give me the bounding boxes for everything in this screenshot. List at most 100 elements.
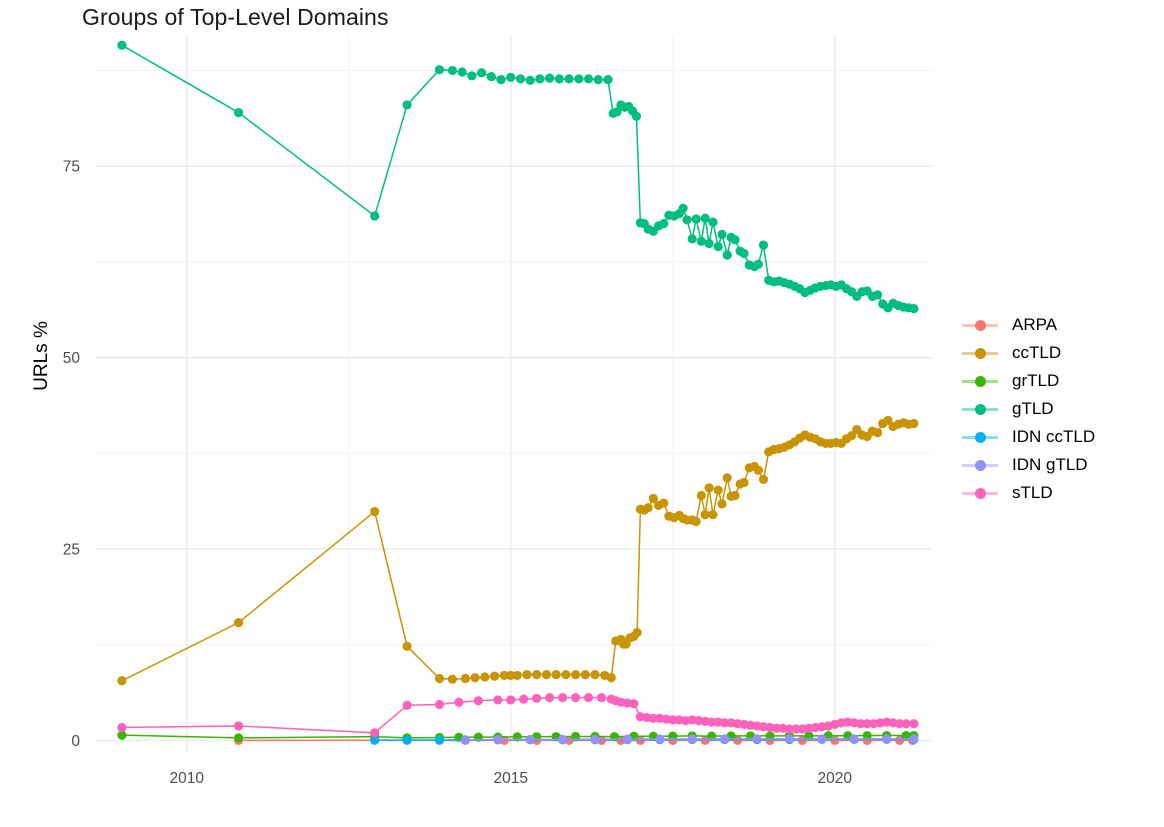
data-point xyxy=(370,211,380,221)
data-point xyxy=(797,735,807,745)
data-point xyxy=(117,40,127,50)
data-point xyxy=(722,250,732,260)
data-point xyxy=(895,735,905,745)
data-point xyxy=(631,111,642,122)
y-tick-label: 50 xyxy=(63,350,81,367)
y-tick-label: 25 xyxy=(63,542,80,559)
legend-key-icon xyxy=(962,454,998,476)
legend-item-cctld[interactable]: ccTLD xyxy=(962,339,1162,367)
data-point xyxy=(713,485,723,495)
data-point xyxy=(732,735,743,745)
data-point xyxy=(655,734,665,744)
data-point xyxy=(700,213,710,223)
data-point xyxy=(574,74,584,84)
data-point xyxy=(739,248,749,259)
data-point xyxy=(659,498,669,508)
legend-key-dot-icon xyxy=(975,376,986,387)
data-point xyxy=(477,68,487,78)
data-point xyxy=(370,728,380,738)
data-point xyxy=(678,203,688,213)
x-tick-label: 2015 xyxy=(494,770,528,787)
legend-item-label: IDN ccTLD xyxy=(1012,427,1096,446)
data-point xyxy=(233,107,244,118)
data-point xyxy=(784,724,795,734)
data-point xyxy=(909,304,919,314)
legend-item-grtld[interactable]: grTLD xyxy=(962,367,1162,395)
legend-item-label: sTLD xyxy=(1012,483,1053,502)
legend: ARPA ccTLD grTLD gTLD IDN ccTLD IDN gTLD sTLD xyxy=(962,311,1162,507)
data-point xyxy=(590,734,600,744)
series-idn-gtld xyxy=(460,734,919,745)
data-point xyxy=(233,721,244,731)
data-point xyxy=(525,75,535,86)
data-point xyxy=(402,700,412,710)
data-point xyxy=(580,670,590,680)
data-point xyxy=(717,499,727,509)
data-point xyxy=(753,465,763,475)
data-point xyxy=(545,73,555,83)
data-point xyxy=(603,75,613,85)
data-point xyxy=(771,723,782,733)
data-point xyxy=(593,75,603,85)
y-tick-label: 75 xyxy=(63,159,80,176)
data-point xyxy=(909,719,919,729)
data-point xyxy=(668,715,678,725)
data-point xyxy=(434,65,445,75)
data-point xyxy=(402,100,412,110)
data-point xyxy=(659,219,669,229)
data-point xyxy=(496,75,506,85)
legend-item-gtld[interactable]: gTLD xyxy=(962,395,1162,423)
data-point xyxy=(233,617,244,628)
data-point xyxy=(682,215,692,225)
data-point xyxy=(909,734,919,744)
data-point xyxy=(700,510,710,520)
data-point xyxy=(486,71,496,82)
data-point xyxy=(473,696,483,706)
data-point xyxy=(470,673,480,683)
data-point xyxy=(402,641,412,651)
data-point xyxy=(370,506,380,517)
data-point xyxy=(713,241,723,252)
data-point xyxy=(558,734,568,744)
data-point xyxy=(564,74,574,84)
data-point xyxy=(522,670,532,680)
data-point xyxy=(117,730,127,740)
data-point xyxy=(515,74,526,84)
data-point xyxy=(460,735,470,745)
data-point xyxy=(532,693,542,704)
legend-item-idn-gtld[interactable]: IDN gTLD xyxy=(962,451,1162,479)
data-point xyxy=(447,65,458,76)
data-point xyxy=(691,214,701,224)
data-point xyxy=(691,516,701,527)
data-point xyxy=(535,74,545,84)
data-point xyxy=(434,699,445,710)
data-point xyxy=(447,674,458,684)
data-point xyxy=(434,673,445,684)
data-point xyxy=(696,236,706,246)
data-point xyxy=(901,730,911,741)
data-point xyxy=(758,474,769,484)
legend-item-arpa[interactable]: ARPA xyxy=(962,311,1162,339)
data-point xyxy=(648,713,658,723)
legend-key-dot-icon xyxy=(975,348,986,359)
data-point xyxy=(817,734,827,744)
data-point xyxy=(722,473,732,483)
data-point xyxy=(687,734,697,744)
data-point xyxy=(480,672,490,682)
legend-key-dot-icon xyxy=(975,404,986,415)
data-point xyxy=(862,730,872,741)
legend-key-dot-icon xyxy=(975,488,986,499)
data-point xyxy=(901,719,911,729)
data-point xyxy=(117,722,127,733)
data-point xyxy=(612,107,622,117)
data-point xyxy=(506,72,516,82)
data-point xyxy=(590,670,600,680)
data-point xyxy=(570,670,581,680)
legend-item-idn-cctld[interactable]: IDN ccTLD xyxy=(962,423,1162,451)
x-axis-tick-labels: 2010 2015 2020 xyxy=(169,770,852,787)
legend-key-dot-icon xyxy=(975,320,986,331)
y-tick-label: 0 xyxy=(71,733,80,750)
data-point xyxy=(849,734,859,744)
legend-item-stld[interactable]: sTLD xyxy=(962,479,1162,507)
